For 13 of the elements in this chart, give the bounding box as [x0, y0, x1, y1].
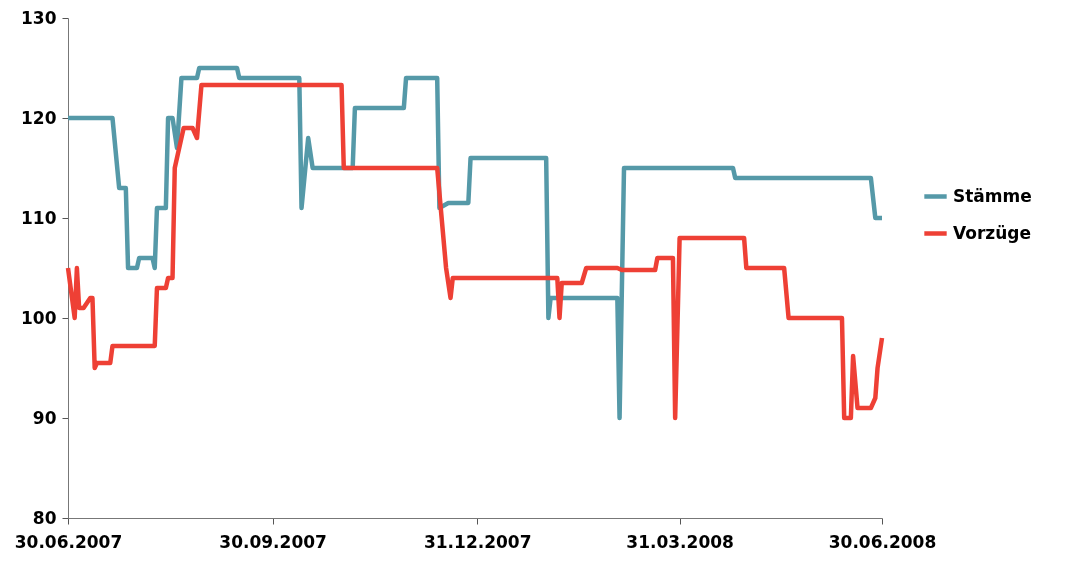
y-tick-label: 80 [32, 507, 57, 528]
x-tick-label: 30.09.2007 [219, 531, 327, 552]
x-tick-label: 31.03.2008 [626, 531, 734, 552]
legend-label: Stämme [953, 185, 1032, 206]
y-tick-label: 90 [32, 407, 57, 428]
x-tick-label: 30.06.2008 [828, 531, 937, 552]
y-tick-label: 130 [21, 7, 57, 28]
legend-label: Vorzüge [953, 222, 1031, 243]
y-tick-label: 100 [21, 307, 57, 328]
y-tick-label: 110 [21, 207, 57, 228]
x-tick-label: 31.12.2007 [423, 531, 532, 552]
y-tick-label: 120 [21, 107, 57, 128]
x-tick-label: 30.06.2007 [14, 531, 123, 552]
